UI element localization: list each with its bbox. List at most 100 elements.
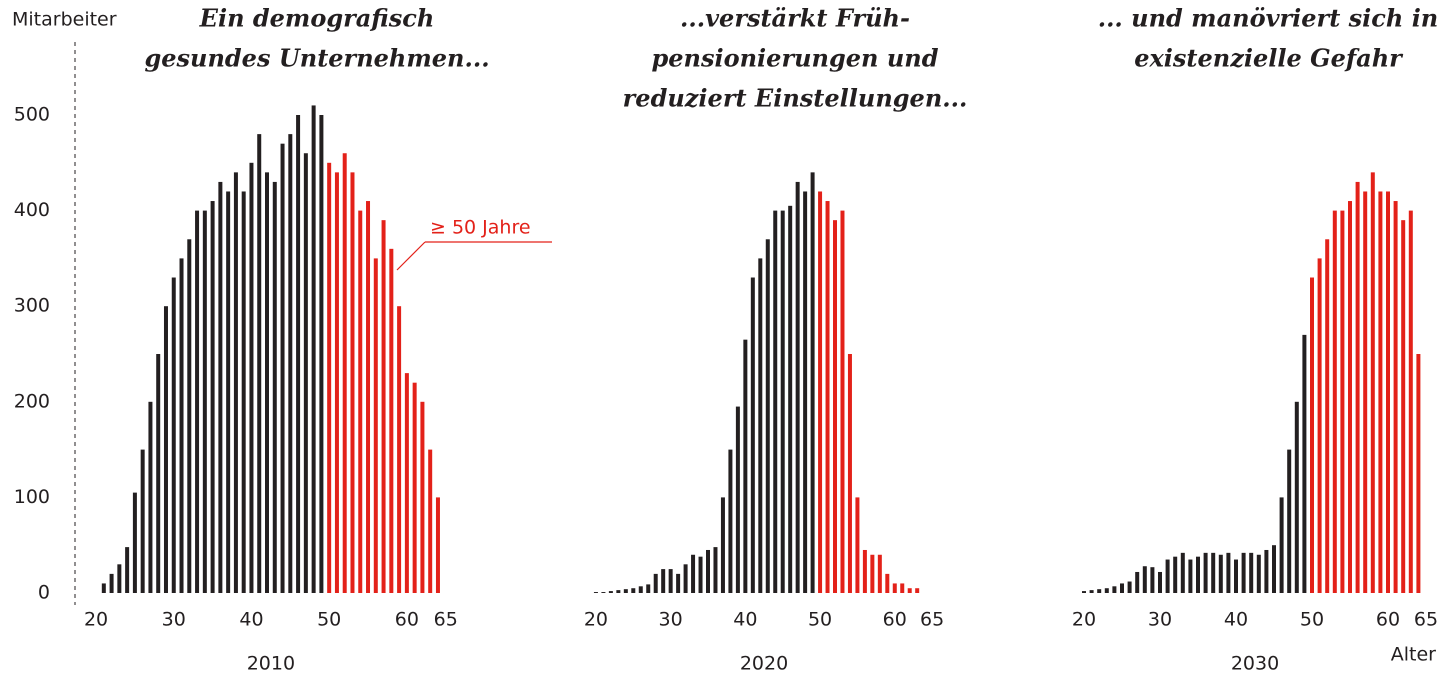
x-tick-label: 30 — [659, 609, 683, 631]
bar — [1393, 201, 1398, 594]
bar — [885, 573, 890, 593]
x-tick-label: 60 — [1376, 609, 1400, 631]
bar — [218, 181, 223, 594]
bar — [280, 143, 285, 593]
bar — [1348, 201, 1352, 594]
x-tick-label: 65 — [920, 609, 944, 631]
x-tick-label: 65 — [1414, 609, 1438, 631]
bar — [1256, 554, 1261, 593]
bar — [735, 406, 740, 593]
bar — [1120, 583, 1124, 593]
bar — [1287, 449, 1292, 593]
bar — [810, 172, 815, 594]
bar — [1332, 210, 1337, 593]
bar — [1249, 552, 1254, 593]
bar — [631, 588, 636, 593]
bar — [623, 589, 628, 593]
y-tick-label: 400 — [14, 199, 50, 221]
bar — [1378, 191, 1383, 594]
bar — [412, 382, 417, 593]
bar — [319, 115, 324, 593]
bar — [728, 449, 733, 593]
x-tick-label: 20 — [584, 609, 608, 631]
bar — [1150, 567, 1155, 593]
bar — [818, 191, 823, 594]
bar — [226, 191, 231, 594]
bar — [803, 191, 808, 594]
bar — [720, 497, 725, 593]
bar — [691, 554, 696, 593]
x-tick-label: 20 — [84, 609, 108, 631]
bar — [862, 549, 867, 593]
bar — [420, 401, 425, 593]
bar — [892, 583, 897, 593]
bar — [140, 449, 145, 593]
bar — [272, 181, 277, 594]
x-tick-label: 20 — [1072, 609, 1096, 631]
bar — [676, 573, 681, 593]
x-tick-label: 30 — [1148, 609, 1172, 631]
bar — [1363, 191, 1368, 594]
panel-title: pensionierungen und — [651, 44, 938, 73]
bar — [249, 162, 254, 594]
bar — [1325, 239, 1330, 593]
bar — [202, 210, 207, 593]
bar — [1127, 581, 1132, 593]
bar — [1173, 556, 1178, 593]
panel-title: reduziert Einstellungen... — [623, 84, 968, 113]
bar — [296, 115, 301, 593]
bar — [1188, 559, 1193, 593]
bar — [840, 210, 845, 593]
bar — [795, 181, 800, 594]
bar — [366, 201, 371, 594]
bar — [638, 586, 643, 593]
bar — [780, 210, 785, 593]
bar — [1355, 181, 1360, 594]
bar — [1241, 552, 1246, 593]
bar — [601, 592, 606, 593]
bar — [125, 547, 130, 593]
bar — [743, 339, 748, 593]
bar — [1340, 210, 1345, 593]
bar — [373, 258, 378, 593]
bar — [907, 588, 912, 593]
y-axis-label: Mitarbeiter — [12, 9, 117, 31]
y-tick-label: 100 — [14, 486, 50, 508]
bar — [1370, 172, 1375, 594]
bar — [163, 306, 168, 593]
bar — [327, 162, 332, 594]
bar — [750, 277, 755, 593]
x-axis-title: Alter — [1391, 644, 1436, 666]
bar — [915, 588, 920, 593]
bar — [1302, 334, 1307, 593]
bar — [342, 153, 347, 594]
panel-title: Ein demografisch — [199, 4, 435, 33]
bar — [765, 239, 770, 593]
bar — [1226, 552, 1231, 593]
bar — [900, 583, 905, 593]
bar — [241, 191, 246, 594]
panel-title: ... und manövriert sich in — [1098, 4, 1439, 33]
x-axis-label: 2030 — [1231, 653, 1279, 675]
bar — [773, 210, 778, 593]
bar — [758, 258, 763, 593]
bar — [389, 248, 394, 593]
bar — [117, 564, 122, 593]
bar — [1089, 590, 1094, 593]
bar — [257, 134, 262, 593]
bar — [1264, 549, 1269, 593]
bar — [593, 592, 598, 593]
bar — [156, 354, 161, 593]
bar — [265, 172, 269, 594]
bar — [706, 549, 711, 593]
bar — [1142, 566, 1147, 593]
bar — [210, 201, 215, 594]
bar — [847, 354, 852, 593]
bar — [1272, 545, 1276, 593]
bar — [1158, 571, 1162, 593]
bar — [1310, 277, 1314, 593]
panel-title: existenzielle Gefahr — [1134, 44, 1404, 73]
bar — [1317, 258, 1322, 593]
x-tick-label: 50 — [1300, 609, 1324, 631]
